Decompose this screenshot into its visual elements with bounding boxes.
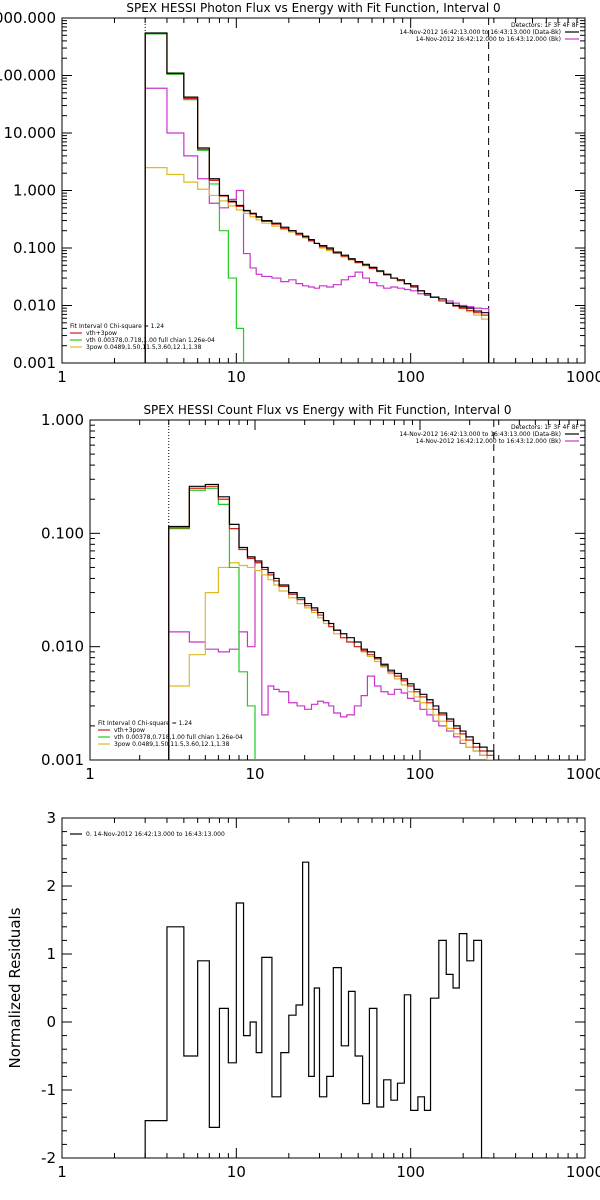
legend-left: Fit Interval 0 Chi-square = 1.24vth+3pow… bbox=[70, 323, 215, 351]
x-tick-label: 1000 bbox=[566, 1163, 600, 1181]
series-group bbox=[144, 32, 490, 363]
legend-entry: 14-Nov-2012 16:42:13.000 to 16:43:13.000… bbox=[399, 29, 561, 36]
x-tick-label: 10 bbox=[245, 765, 264, 783]
y-tick-label: 0.010 bbox=[13, 297, 56, 315]
legend-entry: 3pow 0.0489,1.50,11.5,3.60,12.1,1.38 bbox=[114, 741, 230, 748]
chart-panel-2: 1 10 100 1000 0.001 0.010 0.100 1.000 SPEX HESSI… bbox=[41, 403, 600, 783]
y-tick-label: 1 bbox=[46, 945, 56, 963]
plot-frame bbox=[61, 17, 586, 364]
y-tick-label: -2 bbox=[41, 1149, 56, 1167]
y-tick-label: -1 bbox=[41, 1081, 56, 1099]
y-tick-label: 0.100 bbox=[13, 239, 56, 257]
y-tick-label: 0.001 bbox=[41, 751, 84, 769]
y-tick-label: 10.000 bbox=[4, 124, 57, 142]
legend-entry: vth 0.00378,0.718,1.00 full chian 1.26e-… bbox=[86, 337, 215, 344]
y-axis-label: Normalized Residuals bbox=[6, 907, 24, 1068]
legend-entry: 0. 14-Nov-2012 16:42:13.000 to 16:43:13.… bbox=[86, 831, 225, 838]
legend-header: Detectors: 1F 3F 4F 8F bbox=[511, 22, 580, 29]
x-tick-label: 10 bbox=[227, 368, 246, 386]
series-group bbox=[144, 861, 490, 1158]
y-tick-label: 1.000 bbox=[41, 411, 84, 429]
x-tick-label: 1 bbox=[57, 368, 67, 386]
legend-entry: vth+3pow bbox=[86, 330, 117, 337]
legend-entry: vth 0.00378,0.718,1.00 full chian 1.26e-… bbox=[114, 734, 243, 741]
x-tick-label: 1 bbox=[85, 765, 95, 783]
plot-frame bbox=[61, 817, 586, 1159]
data-series bbox=[168, 483, 495, 760]
y-tick-label: 2 bbox=[46, 877, 56, 895]
y-tick-label: 0.010 bbox=[41, 638, 84, 656]
legend-entry: 14-Nov-2012 16:42:12.000 to 16:43:12.000… bbox=[416, 36, 561, 43]
y-tick-label: 1000.000 bbox=[0, 9, 56, 27]
chart-title: SPEX HESSI Count Flux vs Energy with Fit… bbox=[143, 403, 511, 417]
x-tick-label: 1000 bbox=[566, 765, 600, 783]
chart-panel-1: 1 10 100 1000 0.001 0.010 0.100 1.000 10.000 100.… bbox=[0, 1, 600, 386]
legend-header: Fit Interval 0 Chi-square = 1.24 bbox=[70, 323, 164, 330]
legend-entry: 3pow 0.0489,1.50,11.5,3.60,12.1,1.38 bbox=[86, 344, 202, 351]
legend-header: Detectors: 1F 3F 4F 8F bbox=[511, 424, 580, 431]
y-tick-label: 0.001 bbox=[13, 354, 56, 372]
power-law-series bbox=[168, 562, 495, 760]
model-series bbox=[144, 32, 490, 363]
chart-title: SPEX HESSI Photon Flux vs Energy with Fi… bbox=[126, 1, 500, 15]
residual-series bbox=[144, 861, 490, 1158]
x-tick-label: 100 bbox=[406, 765, 435, 783]
y-tick-label: 0.100 bbox=[41, 524, 84, 542]
legend-left: 0. 14-Nov-2012 16:42:13.000 to 16:43:13.… bbox=[70, 831, 225, 838]
background-series bbox=[168, 562, 495, 760]
y-tick-label: 100.000 bbox=[0, 67, 56, 85]
thermal-series bbox=[168, 487, 256, 760]
legend-entry: 14-Nov-2012 16:42:13.000 to 16:43:13.000… bbox=[399, 431, 561, 438]
x-tick-label: 100 bbox=[396, 1163, 425, 1181]
x-tick-label: 1 bbox=[57, 1163, 67, 1181]
legend-entry: vth+3pow bbox=[114, 727, 145, 734]
legend-left: Fit Interval 0 Chi-square = 1.24vth+3pow… bbox=[98, 720, 243, 748]
y-tick-label: 1.000 bbox=[13, 182, 56, 200]
plot-frame bbox=[89, 419, 586, 761]
chart-panel-3: 1 10 100 1000 -2 -1 0 1 2 3 Normalized Residuals 0.… bbox=[6, 809, 600, 1181]
legend-header: Fit Interval 0 Chi-square = 1.24 bbox=[98, 720, 192, 727]
data-series bbox=[144, 32, 490, 363]
legend-entry: 14-Nov-2012 16:42:12.000 to 16:43:12.000… bbox=[416, 438, 561, 445]
series-group bbox=[168, 483, 495, 760]
x-tick-label: 10 bbox=[227, 1163, 246, 1181]
y-tick-label: 3 bbox=[46, 809, 56, 827]
y-tick-label: 0 bbox=[46, 1013, 56, 1031]
x-tick-label: 100 bbox=[396, 368, 425, 386]
x-tick-label: 1000 bbox=[566, 368, 600, 386]
